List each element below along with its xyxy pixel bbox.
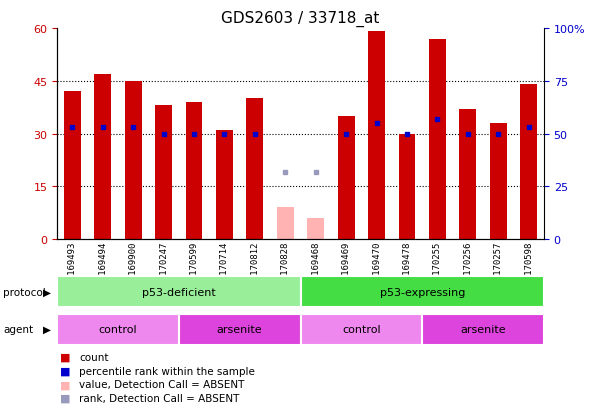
Text: ▶: ▶ bbox=[43, 287, 51, 297]
Bar bbox=[64, 92, 81, 240]
Bar bbox=[216, 131, 233, 240]
Text: ▶: ▶ bbox=[43, 324, 51, 335]
Bar bbox=[398, 134, 415, 240]
Text: percentile rank within the sample: percentile rank within the sample bbox=[79, 366, 255, 376]
Text: p53-expressing: p53-expressing bbox=[379, 287, 465, 297]
Bar bbox=[368, 33, 385, 240]
Bar bbox=[277, 208, 294, 240]
Bar bbox=[300, 277, 544, 308]
Text: p53-deficient: p53-deficient bbox=[142, 287, 216, 297]
Bar bbox=[429, 39, 446, 240]
Bar bbox=[246, 99, 263, 240]
Text: arsenite: arsenite bbox=[217, 324, 263, 335]
Bar bbox=[94, 75, 111, 240]
Text: arsenite: arsenite bbox=[460, 324, 506, 335]
Bar bbox=[338, 116, 355, 240]
Text: GDS2603 / 33718_at: GDS2603 / 33718_at bbox=[221, 10, 380, 26]
Text: control: control bbox=[99, 324, 137, 335]
Bar bbox=[422, 314, 544, 345]
Bar bbox=[57, 277, 300, 308]
Bar bbox=[155, 106, 172, 240]
Text: control: control bbox=[342, 324, 380, 335]
Text: rank, Detection Call = ABSENT: rank, Detection Call = ABSENT bbox=[79, 393, 240, 403]
Text: protocol: protocol bbox=[3, 287, 46, 297]
Bar bbox=[490, 124, 507, 240]
Bar bbox=[460, 109, 476, 240]
Bar bbox=[57, 314, 179, 345]
Bar bbox=[179, 314, 300, 345]
Bar bbox=[520, 85, 537, 240]
Text: agent: agent bbox=[3, 324, 33, 335]
Text: ■: ■ bbox=[60, 366, 70, 376]
Text: ■: ■ bbox=[60, 380, 70, 389]
Bar bbox=[186, 103, 203, 240]
Bar bbox=[307, 218, 324, 240]
Text: ■: ■ bbox=[60, 352, 70, 362]
Bar bbox=[125, 82, 141, 240]
Text: ■: ■ bbox=[60, 393, 70, 403]
Text: count: count bbox=[79, 352, 109, 362]
Bar bbox=[300, 314, 422, 345]
Text: value, Detection Call = ABSENT: value, Detection Call = ABSENT bbox=[79, 380, 245, 389]
